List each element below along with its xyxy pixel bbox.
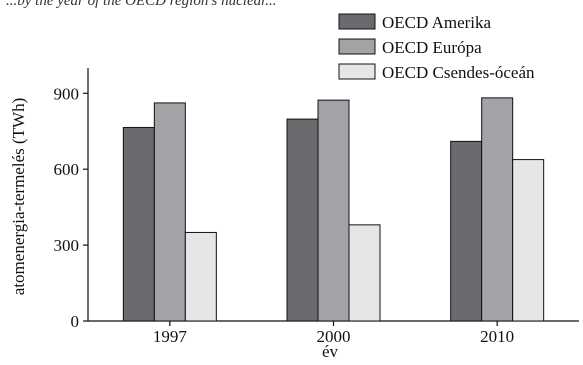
chart-bars — [122, 97, 545, 322]
bar-oecd-eur-pa-1997 — [153, 102, 186, 322]
x-axis-label: év — [322, 342, 339, 361]
bar-oecd-csendes-ce-n-2010 — [512, 159, 545, 322]
x-tick-label: 1997 — [153, 327, 188, 346]
clipped-caption-text: ...by the year of the OECD region's nucl… — [6, 0, 277, 9]
bar-oecd-csendes-ce-n-2000 — [348, 224, 381, 322]
y-axis-label: atomenergia-termelés (TWh) — [9, 98, 28, 295]
bar-oecd-amerika-1997 — [122, 126, 155, 322]
legend-swatch — [338, 13, 376, 30]
bar-oecd-amerika-2010 — [450, 140, 483, 322]
legend-label: OECD Csendes-óceán — [382, 63, 535, 82]
y-tick-label: 600 — [54, 160, 80, 179]
bar-oecd-amerika-2000 — [286, 118, 319, 322]
y-tick-label: 300 — [54, 236, 80, 255]
y-tick-label: 0 — [71, 312, 80, 331]
bar-oecd-csendes-ce-n-1997 — [184, 231, 217, 322]
x-tick-label: 2010 — [480, 327, 514, 346]
bar-oecd-eur-pa-2010 — [481, 97, 514, 322]
x-tick-label: 2000 — [317, 327, 351, 346]
legend-swatch — [338, 38, 376, 55]
y-tick-label: 900 — [54, 84, 80, 103]
legend-label: OECD Amerika — [382, 13, 492, 32]
chart-legend: OECD Amerika OECD Európa OECD Csendes-óceá… — [338, 13, 535, 82]
legend-swatch — [338, 63, 376, 80]
legend-label: OECD Európa — [382, 38, 482, 57]
bar-oecd-eur-pa-2000 — [317, 99, 350, 322]
